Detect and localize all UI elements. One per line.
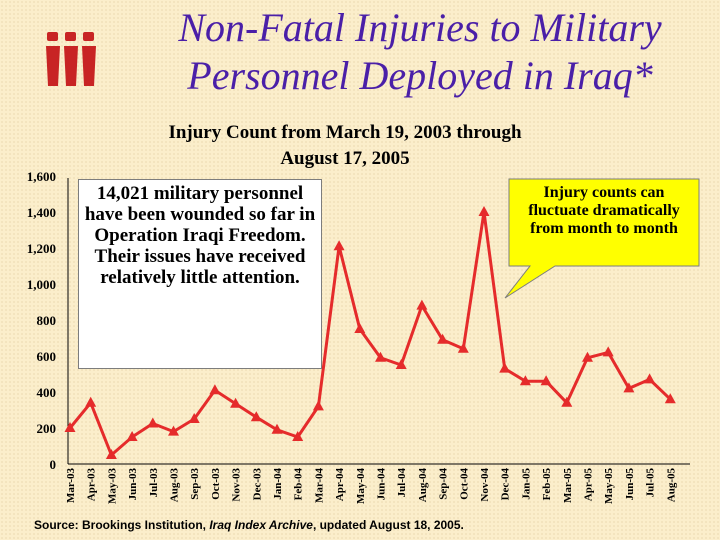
summary-textbox: 14,021 military personnel have been woun… bbox=[78, 179, 322, 369]
x-tick-label: Mar-03 bbox=[65, 468, 77, 504]
data-point bbox=[416, 299, 428, 310]
x-tick-label: Aug-05 bbox=[665, 468, 677, 503]
y-tick-label: 1,200 bbox=[27, 241, 56, 256]
x-tick-label: Sep-03 bbox=[189, 468, 201, 500]
x-tick-label: Dec-04 bbox=[500, 468, 512, 501]
data-point bbox=[478, 206, 490, 216]
x-tick-label: Aug-04 bbox=[417, 468, 429, 503]
x-tick-label: Nov-04 bbox=[479, 468, 491, 502]
callout-bubble bbox=[504, 178, 700, 299]
source-italic: Iraq Index Archive bbox=[209, 518, 313, 532]
y-tick-label: 600 bbox=[37, 349, 57, 364]
source-suffix: , updated August 18, 2005. bbox=[312, 518, 464, 532]
data-point bbox=[168, 425, 179, 436]
y-tick-label: 1,000 bbox=[27, 277, 56, 292]
iii-logo-icon bbox=[46, 32, 96, 86]
data-point bbox=[354, 323, 366, 333]
data-point bbox=[602, 346, 614, 357]
title-line-2: Personnel Deployed in Iraq* bbox=[187, 53, 653, 98]
x-tick-label: Nov-03 bbox=[231, 468, 243, 502]
y-tick-label: 400 bbox=[37, 385, 57, 400]
y-tick-label: 0 bbox=[50, 457, 57, 472]
data-point bbox=[582, 351, 593, 362]
x-tick-label: Mar-04 bbox=[313, 468, 325, 504]
x-tick-label: Apr-04 bbox=[334, 468, 346, 502]
x-tick-label: Feb-04 bbox=[293, 468, 305, 501]
x-tick-label: May-05 bbox=[603, 468, 615, 505]
x-tick-label: Jul-03 bbox=[148, 468, 160, 498]
data-point bbox=[540, 375, 552, 386]
data-point bbox=[499, 362, 511, 373]
x-tick-label: Jan-05 bbox=[520, 468, 532, 500]
source-prefix: Source: Brookings Institution, bbox=[34, 518, 210, 532]
series-line bbox=[68, 210, 672, 457]
y-tick-label: 1,400 bbox=[27, 205, 56, 220]
data-point bbox=[250, 411, 262, 422]
x-tick-label: Aug-03 bbox=[169, 468, 181, 503]
x-tick-label: Apr-03 bbox=[86, 468, 98, 502]
chart-subtitle: Injury Count from March 19, 2003 through… bbox=[168, 122, 522, 169]
x-tick-label: Dec-03 bbox=[251, 468, 263, 501]
data-point bbox=[519, 375, 531, 386]
x-tick-label: Jun-05 bbox=[624, 468, 636, 501]
x-tick-label: Jul-04 bbox=[396, 468, 408, 498]
y-tick-label: 800 bbox=[37, 313, 57, 328]
x-tick-label: Jul-05 bbox=[645, 468, 657, 498]
data-point bbox=[85, 396, 97, 407]
x-tick-label: Sep-04 bbox=[438, 468, 450, 500]
data-point bbox=[292, 431, 304, 441]
x-tick-label: Feb-05 bbox=[541, 468, 553, 501]
data-point bbox=[457, 342, 469, 353]
x-tick-label: May-03 bbox=[106, 468, 118, 505]
data-point bbox=[126, 431, 138, 441]
source-note: Source: Brookings Institution, Iraq Inde… bbox=[34, 518, 464, 532]
data-point bbox=[147, 417, 159, 428]
data-point bbox=[64, 422, 76, 432]
x-tick-label: Oct-04 bbox=[458, 468, 470, 500]
callout-text: Injury counts can fluctuate dramatically… bbox=[528, 184, 680, 237]
title-line-1: Non-Fatal Injuries to Military bbox=[178, 5, 662, 50]
data-point bbox=[375, 351, 386, 362]
data-point bbox=[271, 423, 283, 434]
data-point bbox=[437, 333, 449, 344]
x-tick-label: May-04 bbox=[355, 468, 367, 505]
data-point bbox=[644, 373, 656, 384]
page-title: Non-Fatal Injuries to Military Personnel… bbox=[120, 4, 720, 100]
x-tick-label: Jan-04 bbox=[272, 468, 284, 500]
data-point bbox=[312, 400, 324, 411]
data-point bbox=[105, 449, 117, 459]
data-point bbox=[395, 359, 407, 369]
y-tick-label: 1,600 bbox=[27, 169, 56, 184]
x-tick-label: Jun-04 bbox=[376, 468, 388, 501]
data-point bbox=[333, 240, 345, 251]
data-point bbox=[209, 384, 221, 395]
data-point bbox=[561, 396, 573, 407]
x-tick-label: Apr-05 bbox=[583, 468, 595, 502]
data-point bbox=[623, 382, 635, 393]
data-point bbox=[188, 413, 200, 423]
x-tick-label: Jun-03 bbox=[127, 468, 139, 501]
y-tick-label: 200 bbox=[37, 421, 57, 436]
data-point bbox=[664, 393, 676, 404]
x-tick-label: Oct-03 bbox=[210, 468, 222, 500]
x-tick-label: Mar-05 bbox=[562, 468, 574, 504]
data-point bbox=[230, 397, 242, 408]
